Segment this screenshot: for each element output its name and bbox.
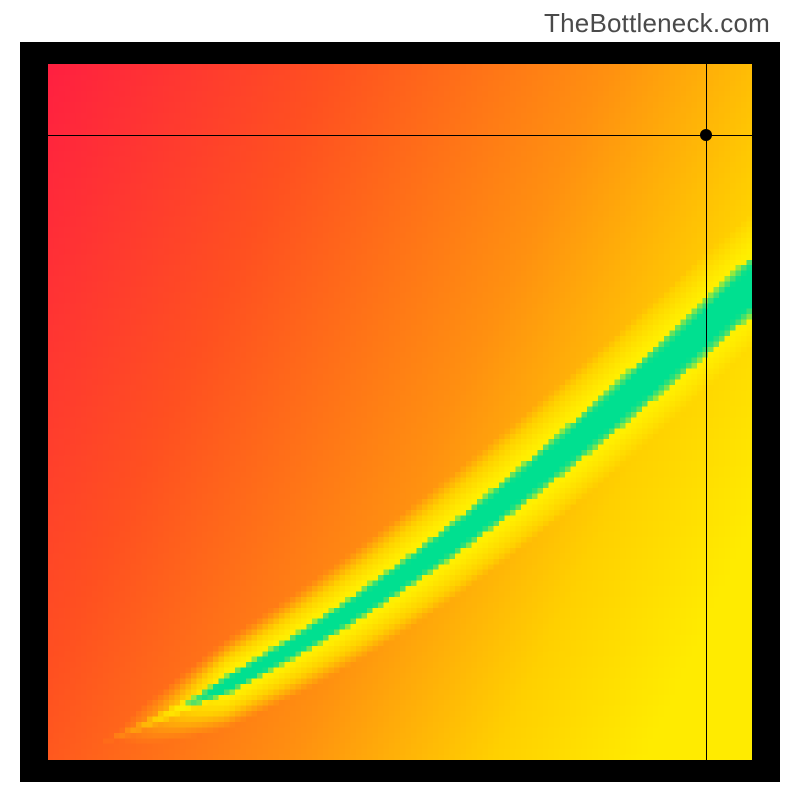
- crosshair-horizontal: [48, 135, 752, 136]
- heatmap-canvas: [48, 64, 752, 760]
- chart-plot-area: [48, 64, 752, 760]
- watermark-text: TheBottleneck.com: [544, 8, 770, 39]
- chart-frame: [20, 42, 780, 782]
- crosshair-vertical: [706, 64, 707, 760]
- crosshair-dot: [700, 129, 712, 141]
